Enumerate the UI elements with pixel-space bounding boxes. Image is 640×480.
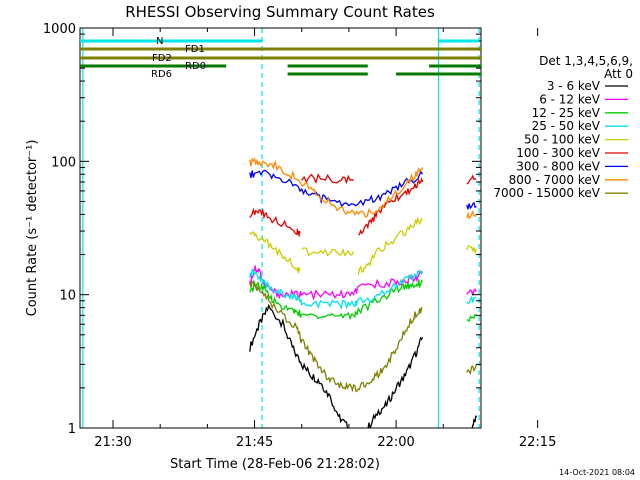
flag-bar-fd2-1 [80, 56, 481, 60]
y-tick-label-2: 10 [59, 289, 76, 304]
legend-label-6: 100 - 300 keV [516, 146, 600, 160]
series-line-9-segment-2 [466, 364, 477, 376]
series-line-1-segment-1 [249, 303, 349, 428]
series-line-7-segment-1 [249, 169, 424, 208]
series-line-7-segment-2 [466, 201, 477, 210]
series-line-5-segment-4 [466, 245, 477, 255]
flag-bar-rd6-2 [396, 72, 481, 76]
flag-label-n: N [156, 36, 163, 47]
y-tick-label-3: 100 [51, 155, 76, 170]
y-tick-label-1: 1 [68, 422, 76, 437]
flag-bar-rd0-2 [287, 64, 368, 68]
legend-label-4: 25 - 50 keV [532, 119, 601, 133]
series-line-9-segment-1 [249, 281, 423, 393]
flag-bar-n-2 [438, 39, 480, 43]
series-line-6-segment-1 [249, 207, 301, 237]
flag-bar-fd1-1 [80, 47, 481, 51]
series-line-4-segment-2 [466, 295, 477, 304]
x-axis-label: Start Time (28-Feb-06 21:28:02) [170, 457, 380, 472]
x-tick-label-2: 21:45 [236, 435, 273, 450]
y-tick-label-4: 1000 [43, 22, 76, 37]
flag-bar-n-1 [80, 39, 263, 43]
flag-bars-layer: N FD1 FD2 RD0 RD6 [80, 36, 481, 80]
x-tick-label-3: 22:00 [377, 435, 414, 450]
series-line-6-segment-3 [357, 176, 424, 236]
series-line-8-segment-1 [249, 157, 424, 218]
legend-label-3: 12 - 25 keV [532, 106, 601, 120]
series-line-3-segment-1 [249, 279, 423, 321]
flag-bar-rd0-3 [429, 64, 481, 68]
legend-label-7: 300 - 800 keV [516, 159, 600, 173]
flag-bar-rd6-1 [287, 72, 368, 76]
series-line-4-segment-1 [249, 268, 424, 310]
chart-title: RHESSI Observing Summary Count Rates [125, 3, 435, 21]
series-line-8-segment-2 [466, 210, 477, 220]
series-line-5-segment-3 [357, 216, 424, 275]
legend-label-2: 6 - 12 keV [539, 92, 601, 106]
flag-label-fd2: FD2 [152, 53, 172, 64]
series-line-5-segment-1 [249, 231, 301, 274]
x-tick-label-4: 22:15 [519, 435, 556, 450]
series-line-1-segment-2 [367, 336, 424, 428]
series-line-3-segment-2 [466, 313, 477, 323]
axes-layer: 21:3021:4522:0022:1522:3022:4523:0011010… [43, 22, 556, 450]
flag-bar-rd0-1 [80, 64, 227, 68]
legend-header-line-2: Att 0 [604, 67, 633, 81]
legend-label-9: 7000 - 15000 keV [493, 186, 600, 200]
legend-label-1: 3 - 6 keV [547, 79, 601, 93]
legend-label-8: 800 - 7000 keV [509, 173, 601, 187]
legend-label-5: 50 - 100 keV [524, 133, 601, 147]
series-line-2-segment-2 [466, 288, 477, 296]
flag-label-rd6: RD6 [151, 69, 172, 80]
timestamp: 14-Oct-2021 08:04 [559, 468, 635, 477]
legend-header-line-1: Det 1,3,4,5,6,9, [539, 54, 633, 68]
y-axis-label: Count Rate (s⁻¹ detector⁻¹) [25, 140, 40, 317]
plot-data-layer [82, 28, 480, 428]
x-tick-label-1: 21:30 [94, 435, 131, 450]
flag-label-fd1: FD1 [185, 44, 205, 55]
series-line-5-segment-2 [301, 247, 355, 257]
flag-label-rd0: RD0 [185, 61, 206, 72]
series-line-6-segment-2 [301, 173, 354, 185]
plot-frame [79, 27, 482, 429]
series-line-6-segment-4 [466, 174, 477, 185]
